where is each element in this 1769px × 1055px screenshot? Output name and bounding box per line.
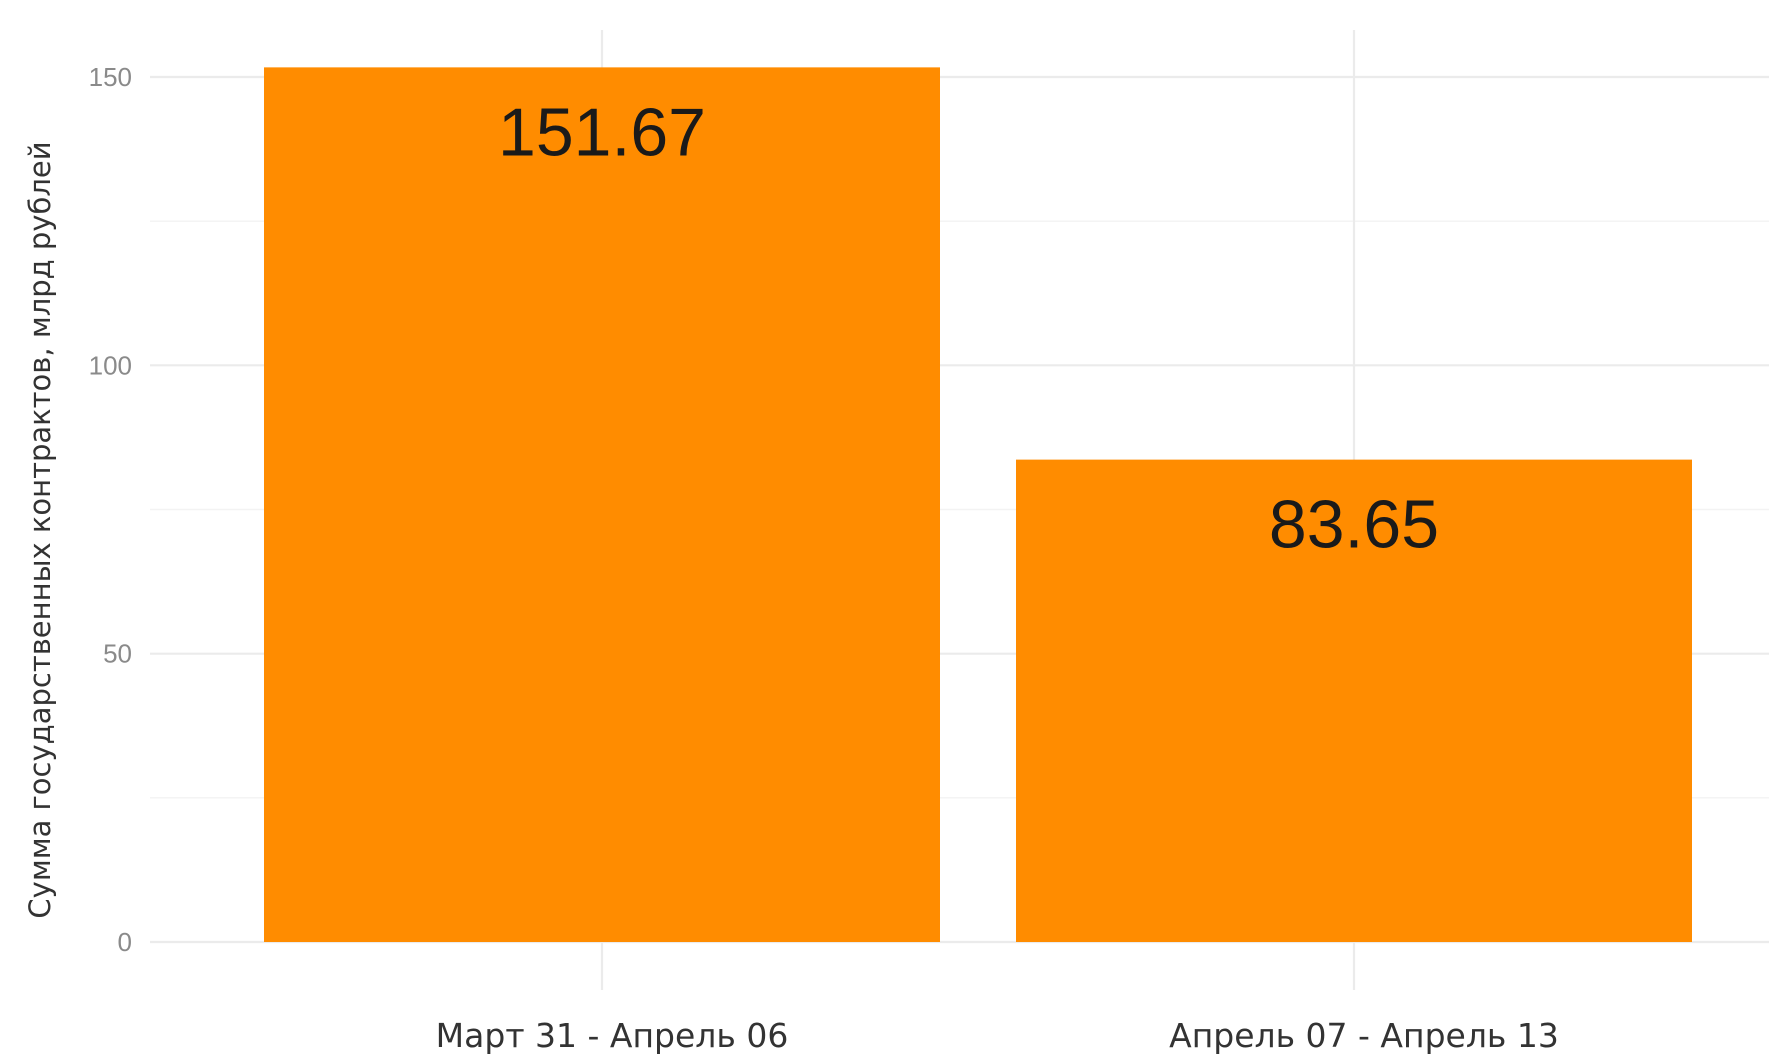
bars [264,67,1692,942]
y-tick-label: 150 [89,62,132,92]
x-axis-categories: Март 31 - Апрель 06 Апрель 07 - Апрель 13 [436,1016,1559,1055]
data-labels: 151.67 83.65 [498,94,1439,562]
x-category-label: Апрель 07 - Апрель 13 [1169,1016,1559,1055]
y-tick-label: 100 [89,350,132,380]
bar [264,67,940,942]
bar [1016,459,1692,942]
y-tick-label: 0 [118,927,132,957]
x-category-label: Март 31 - Апрель 06 [436,1016,789,1055]
bar-value-label: 151.67 [498,94,706,170]
y-axis-title: Сумма государственных контрактов, млрд р… [23,141,57,918]
y-axis-ticks: 0 50 100 150 [89,62,132,957]
y-tick-label: 50 [103,639,132,669]
bar-value-label: 83.65 [1269,487,1439,563]
